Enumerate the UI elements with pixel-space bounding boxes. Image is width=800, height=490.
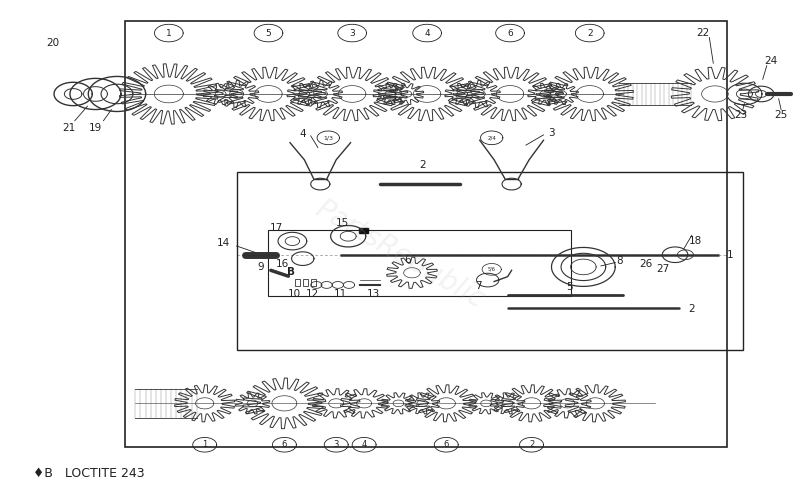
Bar bbox=[358, 228, 368, 233]
Text: 15: 15 bbox=[336, 218, 350, 228]
Text: 20: 20 bbox=[46, 38, 60, 48]
Text: 21: 21 bbox=[62, 123, 76, 133]
Text: 6: 6 bbox=[282, 440, 287, 449]
Bar bbox=[294, 279, 300, 287]
Text: 3: 3 bbox=[548, 128, 554, 138]
Text: 24: 24 bbox=[764, 56, 778, 66]
Bar bbox=[269, 230, 571, 296]
Text: 7: 7 bbox=[475, 281, 482, 292]
Text: 14: 14 bbox=[216, 238, 230, 247]
Text: 2: 2 bbox=[689, 304, 695, 314]
Text: 3: 3 bbox=[350, 28, 355, 38]
Text: 6: 6 bbox=[405, 255, 411, 265]
Text: 4: 4 bbox=[424, 28, 430, 38]
Text: 2/4: 2/4 bbox=[487, 135, 496, 140]
Text: 27: 27 bbox=[657, 265, 670, 274]
Text: 23: 23 bbox=[734, 110, 748, 121]
Text: PartsRepublic: PartsRepublic bbox=[310, 195, 490, 315]
Text: 5: 5 bbox=[566, 282, 572, 293]
Text: 2: 2 bbox=[529, 440, 534, 449]
Text: 1: 1 bbox=[727, 250, 734, 260]
Text: 25: 25 bbox=[774, 110, 788, 121]
Text: 5/6: 5/6 bbox=[488, 267, 496, 272]
Text: 8: 8 bbox=[616, 256, 622, 266]
Text: 1: 1 bbox=[166, 28, 172, 38]
Text: 16: 16 bbox=[276, 260, 290, 270]
Text: 2: 2 bbox=[419, 160, 426, 170]
Bar bbox=[302, 279, 308, 287]
Text: 13: 13 bbox=[367, 289, 380, 299]
Text: 4: 4 bbox=[362, 440, 366, 449]
Text: 22: 22 bbox=[696, 28, 710, 38]
Text: 4: 4 bbox=[299, 129, 306, 139]
Text: 12: 12 bbox=[306, 289, 319, 299]
Text: 3: 3 bbox=[334, 440, 339, 449]
Text: 19: 19 bbox=[89, 123, 102, 133]
Text: 11: 11 bbox=[334, 289, 347, 299]
Text: ♦B   LOCTITE 243: ♦B LOCTITE 243 bbox=[34, 467, 145, 480]
Text: 9: 9 bbox=[257, 262, 264, 272]
Bar bbox=[237, 172, 743, 350]
Text: 17: 17 bbox=[270, 223, 283, 233]
Text: 5: 5 bbox=[266, 28, 271, 38]
Text: 6: 6 bbox=[443, 440, 449, 449]
Text: 2: 2 bbox=[587, 28, 593, 38]
Text: 26: 26 bbox=[639, 259, 652, 269]
Text: 1/3: 1/3 bbox=[323, 135, 334, 140]
Text: 18: 18 bbox=[688, 236, 702, 246]
Bar bbox=[125, 21, 727, 447]
Bar bbox=[310, 279, 316, 287]
Text: 6: 6 bbox=[507, 28, 513, 38]
Text: B: B bbox=[286, 267, 294, 277]
Text: 1: 1 bbox=[202, 440, 207, 449]
Text: 10: 10 bbox=[288, 289, 302, 299]
